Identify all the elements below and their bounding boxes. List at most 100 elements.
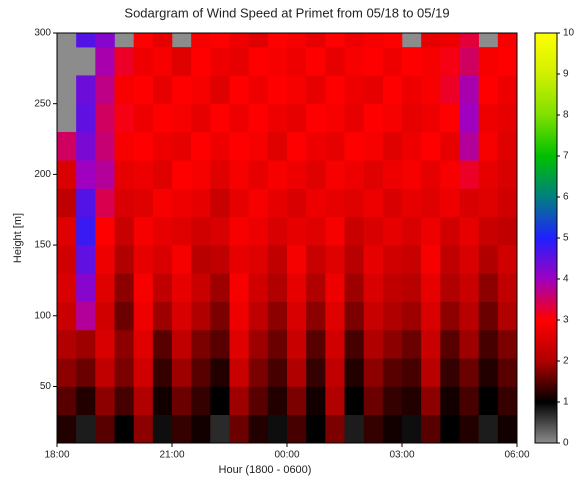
x-tick-label: 06:00 — [504, 450, 529, 461]
heatmap-cell — [57, 160, 77, 189]
heatmap-cell — [57, 245, 77, 274]
heatmap-cell — [229, 216, 249, 246]
heatmap-cell — [191, 33, 211, 48]
heatmap-cell — [382, 358, 403, 387]
heatmap-cell — [248, 386, 269, 416]
heatmap-cell — [133, 273, 154, 302]
heatmap-cell — [421, 329, 441, 359]
heatmap-cell — [382, 245, 403, 274]
heatmap-cell — [229, 131, 249, 161]
heatmap-cell — [421, 301, 441, 331]
heatmap-cell — [478, 216, 499, 246]
heatmap-cell — [267, 160, 288, 189]
colorbar-tick-label: 9 — [563, 69, 569, 80]
heatmap-cell — [57, 386, 77, 416]
heatmap-cell — [363, 273, 384, 302]
heatmap-cell — [440, 301, 460, 331]
heatmap-cell — [363, 386, 384, 416]
heatmap-cell — [402, 386, 422, 416]
heatmap-cell — [114, 216, 134, 246]
heatmap-cell — [152, 386, 173, 416]
heatmap-cell — [402, 75, 422, 104]
heatmap-cell — [172, 160, 192, 189]
heatmap-cell — [478, 301, 499, 331]
heatmap-cell — [459, 301, 479, 331]
heatmap-cell — [459, 75, 479, 104]
heatmap-cell — [152, 47, 173, 76]
heatmap-cell — [402, 273, 422, 302]
heatmap-cell — [210, 301, 230, 331]
heatmap-cell — [478, 160, 499, 189]
heatmap-cell — [306, 414, 326, 444]
heatmap-cell — [133, 188, 154, 218]
heatmap-cell — [229, 386, 249, 416]
heatmap-cell — [152, 75, 173, 104]
heatmap-cell — [95, 103, 115, 133]
colorbar-tick-label: 2 — [563, 356, 569, 367]
heatmap-cell — [114, 188, 134, 218]
colorbar-tick-label: 0 — [563, 438, 569, 449]
heatmap-cell — [478, 245, 499, 274]
heatmap-cell — [133, 160, 154, 189]
heatmap-cell — [95, 33, 115, 48]
heatmap-cell — [421, 131, 441, 161]
heatmap-cell — [172, 358, 192, 387]
heatmap-cell — [306, 103, 326, 133]
heatmap-cell — [344, 245, 364, 274]
heatmap-cell — [363, 33, 384, 48]
heatmap-cell — [306, 131, 326, 161]
heatmap-cell — [287, 301, 307, 331]
heatmap-cell — [133, 75, 154, 104]
heatmap-cell — [382, 386, 403, 416]
heatmap-cell — [248, 358, 269, 387]
heatmap-cell — [267, 414, 288, 444]
heatmap-cell — [363, 131, 384, 161]
colorbar-tick-label: 1 — [563, 397, 569, 408]
heatmap-cell — [306, 188, 326, 218]
heatmap-cell — [267, 188, 288, 218]
y-tick-label: 50 — [40, 381, 52, 392]
heatmap-cell — [191, 386, 211, 416]
heatmap-cell — [478, 47, 499, 76]
heatmap-cell — [248, 245, 269, 274]
heatmap-cell — [287, 33, 307, 48]
colorbar-tick-label: 7 — [563, 151, 569, 162]
heatmap-cell — [133, 414, 154, 444]
heatmap-cell — [478, 358, 499, 387]
heatmap-cell — [344, 33, 364, 48]
heatmap-cell — [267, 75, 288, 104]
heatmap-cell — [287, 216, 307, 246]
heatmap-cell — [172, 103, 192, 133]
heatmap-cell — [459, 414, 479, 444]
heatmap-cell — [497, 414, 518, 444]
heatmap-cell — [478, 273, 499, 302]
heatmap-cell — [344, 131, 364, 161]
heatmap-cell — [133, 103, 154, 133]
heatmap-cell — [172, 47, 192, 76]
heatmap-cell — [363, 188, 384, 218]
heatmap-cell — [191, 216, 211, 246]
heatmap-cell — [497, 75, 518, 104]
heatmap-cell — [325, 103, 345, 133]
heatmap-cell — [152, 245, 173, 274]
heatmap-cell — [287, 75, 307, 104]
heatmap-cell — [363, 245, 384, 274]
heatmap-cell — [497, 301, 518, 331]
heatmap-cell — [497, 47, 518, 76]
heatmap-cell — [95, 301, 115, 331]
heatmap-cell — [459, 245, 479, 274]
heatmap-cell — [267, 301, 288, 331]
heatmap-cell — [152, 414, 173, 444]
heatmap-cell — [76, 33, 96, 48]
heatmap-cell — [402, 216, 422, 246]
heatmap-cell — [76, 216, 96, 246]
heatmap-cell — [382, 33, 403, 48]
heatmap-cell — [421, 216, 441, 246]
heatmap-cell — [325, 245, 345, 274]
heatmap-cell — [287, 329, 307, 359]
heatmap-cell — [325, 386, 345, 416]
heatmap-cell — [478, 329, 499, 359]
heatmap-cell — [363, 358, 384, 387]
heatmap-cell — [287, 160, 307, 189]
heatmap-cell — [114, 131, 134, 161]
